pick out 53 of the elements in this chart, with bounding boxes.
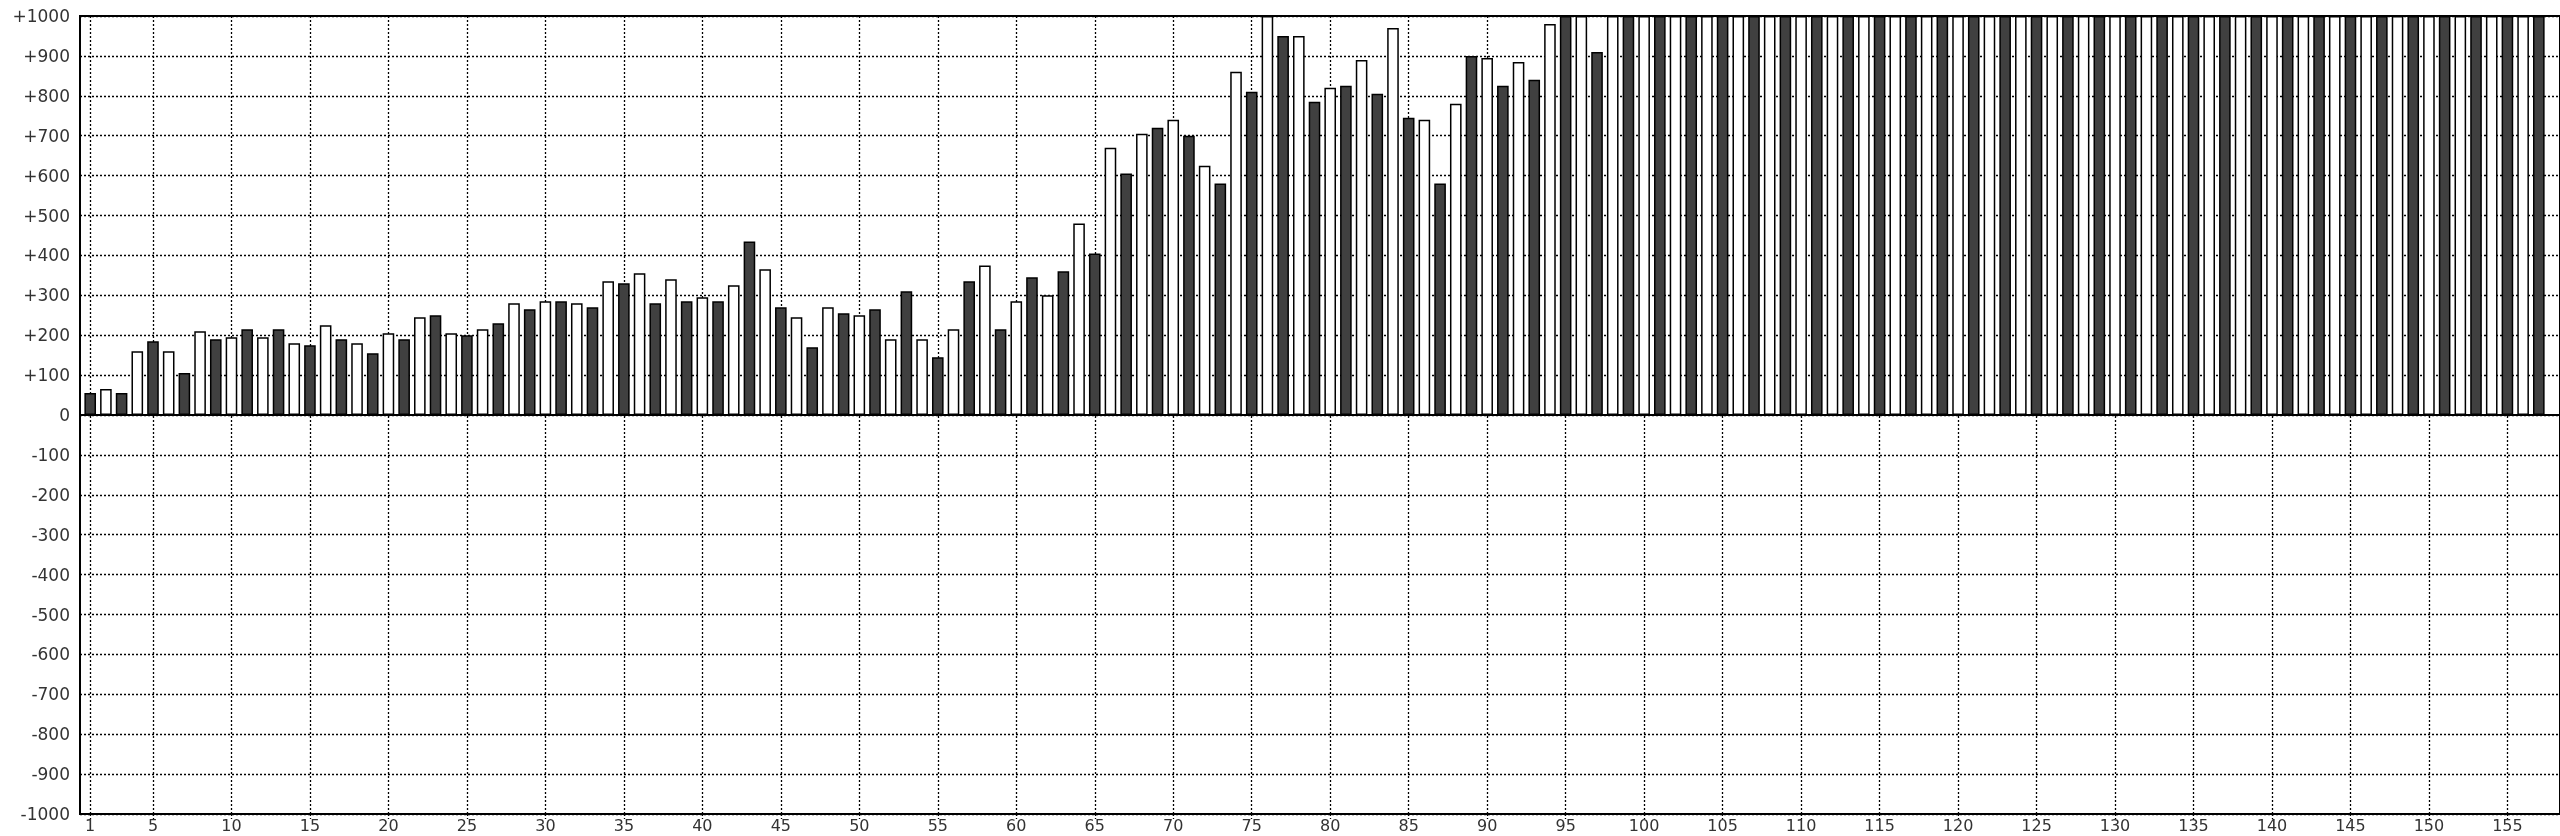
y-tick-label: +100 bbox=[23, 365, 70, 386]
x-tick-label: 100 bbox=[1628, 815, 1660, 835]
x-tick-label: 25 bbox=[456, 815, 478, 835]
x-tick-label: 95 bbox=[1555, 815, 1576, 835]
y-tick-label: -300 bbox=[31, 524, 70, 545]
x-tick-label: 15 bbox=[299, 815, 321, 835]
y-tick-label: 0 bbox=[59, 405, 70, 425]
y-tick-label: -500 bbox=[31, 604, 70, 625]
y-tick-label: +200 bbox=[23, 325, 70, 346]
y-tick-label: +400 bbox=[23, 245, 70, 266]
y-tick-label: +600 bbox=[23, 165, 70, 186]
y-tick-label: -700 bbox=[31, 684, 70, 705]
x-tick-label: 5 bbox=[147, 815, 159, 835]
x-tick-label: 10 bbox=[221, 815, 242, 835]
x-tick-label: 35 bbox=[613, 815, 635, 835]
y-tick-label: -400 bbox=[31, 564, 70, 585]
x-tick-label: 45 bbox=[770, 815, 792, 835]
y-tick-label: -100 bbox=[31, 444, 70, 465]
y-tick-label: +300 bbox=[23, 285, 70, 306]
x-tick-label: 40 bbox=[692, 815, 713, 835]
x-tick-label: 65 bbox=[1084, 815, 1105, 835]
y-tick-label: -600 bbox=[31, 644, 70, 665]
x-tick-label: 90 bbox=[1476, 815, 1498, 835]
x-tick-label: 115 bbox=[1864, 815, 1895, 835]
x-tick-label: 145 bbox=[2335, 815, 2366, 835]
y-tick-label: -800 bbox=[31, 724, 70, 745]
y-tick-label: -200 bbox=[31, 484, 70, 505]
x-tick-label: 140 bbox=[2256, 815, 2288, 835]
y-tick-label: -1000 bbox=[20, 804, 70, 824]
y-tick-label: -900 bbox=[31, 764, 70, 785]
y-tick-label: +500 bbox=[23, 205, 70, 226]
x-tick-label: 30 bbox=[535, 815, 556, 835]
x-tick-label: 70 bbox=[1163, 815, 1184, 835]
x-tick-label: 80 bbox=[1320, 815, 1341, 835]
x-tick-label: 1 bbox=[85, 815, 96, 835]
y-tick-label: +800 bbox=[23, 85, 70, 106]
x-tick-label: 110 bbox=[1785, 815, 1817, 835]
x-tick-label: 135 bbox=[2178, 815, 2209, 835]
x-tick-label: 150 bbox=[2413, 815, 2445, 835]
x-tick-label: 125 bbox=[2021, 815, 2052, 835]
x-tick-label: 75 bbox=[1241, 815, 1262, 835]
x-tick-label: 85 bbox=[1398, 815, 1419, 835]
y-tick-label: +1000 bbox=[12, 6, 70, 26]
x-tick-label: 55 bbox=[927, 815, 948, 835]
y-tick-label: +900 bbox=[23, 45, 70, 66]
y-tick-label: +700 bbox=[23, 125, 70, 146]
x-tick-label: 155 bbox=[2492, 815, 2523, 835]
x-tick-label: 60 bbox=[1006, 815, 1027, 835]
x-tick-label: 20 bbox=[378, 815, 399, 835]
x-tick-label: 50 bbox=[849, 815, 870, 835]
x-tick-label: 105 bbox=[1707, 815, 1738, 835]
x-tick-label: 130 bbox=[2099, 815, 2131, 835]
x-tick-label: 120 bbox=[1942, 815, 1974, 835]
